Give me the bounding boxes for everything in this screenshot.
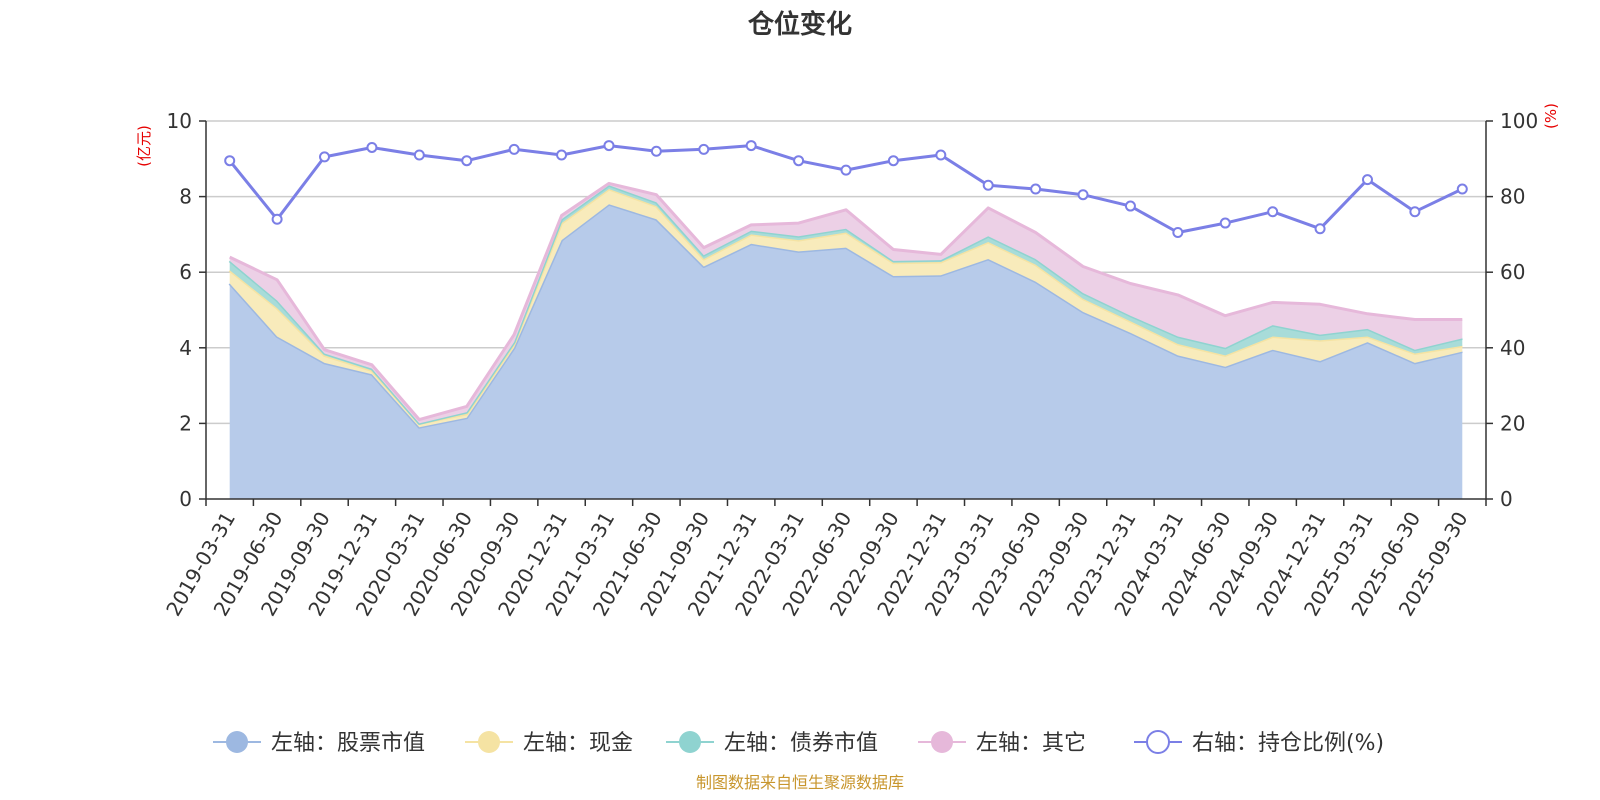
legend-marker-0	[226, 731, 248, 753]
right-tick-label-4: 80	[1500, 185, 1525, 209]
right-tick-label-5: 100	[1500, 109, 1538, 133]
chart-title: 仓位变化	[747, 9, 852, 40]
legend-item-2: 左轴：债券市值	[666, 731, 878, 756]
ratio-point-17	[1030, 183, 1042, 195]
legend-label-2: 左轴：债券市值	[724, 731, 878, 756]
ratio-point-9	[650, 145, 662, 157]
ratio-point-2	[319, 151, 331, 163]
legend-marker-2	[679, 731, 701, 753]
right-tick-label-3: 60	[1500, 260, 1525, 284]
right-tick-label-2: 40	[1500, 336, 1525, 360]
ratio-point-14	[887, 155, 899, 167]
ratio-point-3	[366, 141, 378, 153]
ratio-point-20	[1172, 227, 1184, 239]
area-0	[229, 204, 1463, 499]
legend: 左轴：股票市值 左轴：现金 左轴：债券市值 左轴：其它 右轴：持仓比例(%)	[213, 730, 1384, 756]
ratio-point-24	[1361, 174, 1373, 186]
legend-item-3: 左轴：其它	[918, 731, 1086, 756]
left-tick-label-4: 8	[179, 185, 192, 209]
ratio-point-8	[603, 140, 615, 152]
source-note: 制图数据来自恒生聚源数据库	[696, 773, 904, 792]
legend-label-0: 左轴：股票市值	[271, 731, 425, 756]
left-tick-label-3: 6	[179, 260, 192, 284]
legend-item-1: 左轴：现金	[465, 731, 633, 756]
ratio-point-22	[1267, 206, 1279, 218]
right-tick-label-0: 0	[1500, 487, 1513, 511]
ratio-point-10	[698, 143, 710, 155]
legend-marker-4	[1146, 730, 1170, 754]
legend-label-1: 左轴：现金	[523, 731, 633, 756]
ratio-point-16	[982, 179, 994, 191]
legend-label-4: 右轴：持仓比例(%)	[1192, 731, 1384, 756]
legend-marker-3	[931, 731, 953, 753]
ratio-point-18	[1077, 189, 1089, 201]
ratio-point-6	[508, 143, 520, 155]
position-ratio-line	[224, 140, 1468, 239]
ratio-point-1	[271, 213, 283, 225]
area-1	[229, 189, 1463, 428]
right-axis-unit: (%)	[1542, 103, 1560, 129]
ratio-point-0	[224, 155, 236, 167]
ratio-point-26	[1456, 183, 1468, 195]
ratio-point-23	[1314, 223, 1326, 235]
left-tick-label-0: 0	[179, 487, 192, 511]
left-tick-label-2: 4	[179, 336, 192, 360]
ratio-point-7	[556, 149, 568, 161]
stacked-areas	[228, 181, 1463, 499]
right-tick-label-1: 20	[1500, 411, 1525, 435]
left-axis-unit: (亿元)	[135, 125, 153, 167]
left-tick-label-5: 10	[167, 109, 192, 133]
ratio-point-25	[1409, 206, 1421, 218]
legend-item-0: 左轴：股票市值	[213, 731, 425, 756]
ratio-point-19	[1124, 200, 1136, 212]
ratio-point-12	[793, 155, 805, 167]
legend-label-3: 左轴：其它	[976, 731, 1086, 756]
ratio-point-5	[461, 155, 473, 167]
ratio-point-4	[413, 149, 425, 161]
left-tick-label-1: 2	[179, 411, 192, 435]
ratio-point-21	[1219, 217, 1231, 229]
ratio-point-11	[745, 140, 757, 152]
legend-marker-1	[478, 731, 500, 753]
legend-item-4: 右轴：持仓比例(%)	[1134, 730, 1384, 756]
area-edge-3	[229, 181, 1463, 422]
ratio-point-15	[935, 149, 947, 161]
ratio-point-13	[840, 164, 852, 176]
